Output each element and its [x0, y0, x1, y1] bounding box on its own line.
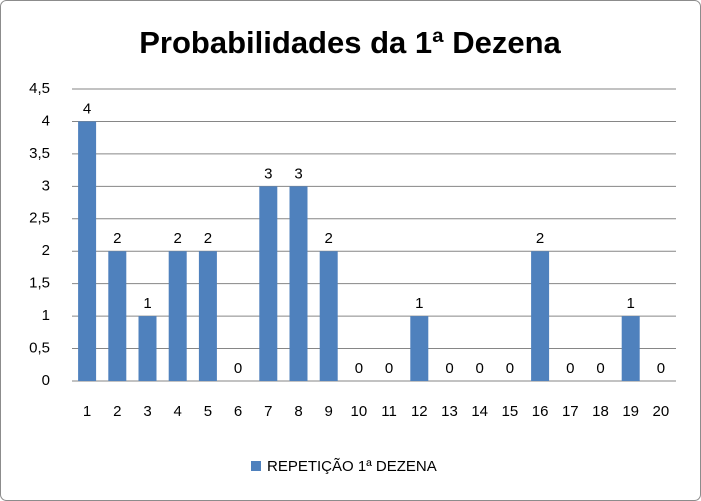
y-tick-label: 3,5 [29, 145, 50, 162]
data-label: 0 [355, 360, 363, 377]
x-tick-label: 16 [532, 403, 549, 420]
bar [259, 186, 278, 381]
bar [319, 251, 338, 381]
data-label: 0 [476, 360, 484, 377]
y-tick-label: 1,5 [29, 275, 50, 292]
x-tick-label: 10 [351, 403, 368, 420]
x-tick-label: 14 [471, 403, 488, 420]
x-tick-label: 9 [325, 403, 333, 420]
data-label: 1 [415, 295, 423, 312]
data-label: 2 [174, 230, 182, 247]
y-tick-label: 3 [42, 177, 50, 194]
x-tick-label: 17 [562, 403, 579, 420]
x-tick-label: 8 [294, 403, 302, 420]
x-tick-label: 20 [653, 403, 670, 420]
x-tick-label: 18 [592, 403, 609, 420]
y-tick-label: 0 [42, 372, 50, 389]
x-tick-label: 6 [234, 403, 242, 420]
data-label: 0 [566, 360, 574, 377]
bar [198, 251, 217, 381]
y-tick-label: 2,5 [29, 210, 50, 227]
y-tick-label: 4,5 [29, 80, 50, 97]
data-label: 3 [264, 165, 272, 182]
data-label: 2 [113, 230, 121, 247]
x-tick-label: 13 [441, 403, 458, 420]
bar [138, 316, 157, 381]
bar [621, 316, 640, 381]
y-tick-label: 1 [42, 307, 50, 324]
x-tick-label: 5 [204, 403, 212, 420]
data-label: 2 [204, 230, 212, 247]
data-label: 0 [506, 360, 514, 377]
bar [289, 186, 308, 381]
data-label: 4 [83, 100, 91, 117]
legend-swatch [251, 461, 261, 471]
bar [168, 251, 187, 381]
data-label: 0 [596, 360, 604, 377]
data-label: 2 [536, 230, 544, 247]
data-label: 0 [385, 360, 393, 377]
data-label: 3 [294, 165, 302, 182]
bar [108, 251, 127, 381]
bar [410, 316, 429, 381]
data-label: 2 [325, 230, 333, 247]
bar [531, 251, 550, 381]
data-label: 0 [234, 360, 242, 377]
x-tick-label: 2 [113, 403, 121, 420]
x-tick-label: 12 [411, 403, 428, 420]
bar [78, 121, 97, 381]
x-tick-label: 4 [174, 403, 182, 420]
y-tick-label: 2 [42, 242, 50, 259]
legend-label: REPETIÇÃO 1ª DEZENA [267, 458, 437, 475]
x-tick-label: 19 [622, 403, 639, 420]
data-label: 1 [627, 295, 635, 312]
y-tick-label: 4 [42, 112, 50, 129]
x-tick-label: 3 [143, 403, 151, 420]
data-label: 0 [657, 360, 665, 377]
data-label: 0 [445, 360, 453, 377]
data-label: 1 [143, 295, 151, 312]
chart-title: Probabilidades da 1ª Dezena [139, 25, 561, 60]
x-tick-label: 11 [381, 403, 397, 420]
x-tick-label: 7 [264, 403, 272, 420]
x-tick-label: 15 [502, 403, 519, 420]
y-tick-label: 0,5 [29, 340, 50, 357]
x-tick-label: 1 [83, 403, 91, 420]
